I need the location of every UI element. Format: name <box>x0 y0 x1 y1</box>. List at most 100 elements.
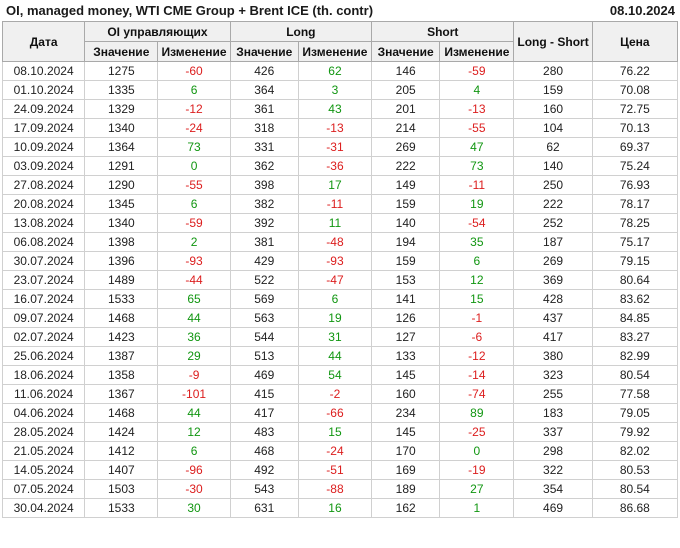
cell-long-value: 563 <box>229 308 299 328</box>
cell-short-value: 194 <box>371 232 441 252</box>
cell-oi-change: 6 <box>157 194 231 214</box>
cell-oi-change: -12 <box>157 99 231 119</box>
table-row: 20.08.2024 1345 6 382 -11 159 19 222 78.17 <box>1 194 679 214</box>
cell-date: 09.07.2024 <box>1 308 86 328</box>
cell-oi-value: 1533 <box>84 289 159 309</box>
table-row: 11.06.2024 1367 -101 415 -2 160 -74 255 77.58 <box>1 384 679 404</box>
cell-oi-change: -9 <box>157 365 231 385</box>
cell-oi-change: -59 <box>157 213 231 233</box>
cell-long-value: 426 <box>229 61 299 81</box>
cell-date: 04.06.2024 <box>1 403 86 423</box>
col-header-date: Дата <box>1 21 86 62</box>
cell-long-short: 183 <box>513 403 593 423</box>
cell-long-change: 11 <box>297 213 373 233</box>
cell-oi-change: 30 <box>157 498 231 518</box>
cell-long-short: 417 <box>513 327 593 347</box>
cell-price: 76.93 <box>591 175 679 195</box>
cell-long-value: 392 <box>229 213 299 233</box>
table-row: 06.08.2024 1398 2 381 -48 194 35 187 75.17 <box>1 232 679 252</box>
cell-price: 70.08 <box>591 80 679 100</box>
cell-long-short: 159 <box>513 80 593 100</box>
cell-price: 72.75 <box>591 99 679 119</box>
cell-short-change: -13 <box>439 99 515 119</box>
cell-short-value: 146 <box>371 61 441 81</box>
cell-long-short: 269 <box>513 251 593 271</box>
cell-short-change: -55 <box>439 118 515 138</box>
cell-oi-change: 44 <box>157 308 231 328</box>
cell-oi-value: 1468 <box>84 308 159 328</box>
col-header-short-change: Изменение <box>439 41 515 62</box>
cell-date: 24.09.2024 <box>1 99 86 119</box>
cell-long-short: 437 <box>513 308 593 328</box>
cell-long-value: 361 <box>229 99 299 119</box>
cell-date: 06.08.2024 <box>1 232 86 252</box>
table-row: 30.04.2024 1533 30 631 16 162 1 469 86.68 <box>1 498 679 518</box>
cell-oi-value: 1367 <box>84 384 159 404</box>
table-row: 07.05.2024 1503 -30 543 -88 189 27 354 80.54 <box>1 479 679 499</box>
cell-price: 80.64 <box>591 270 679 290</box>
cell-short-value: 269 <box>371 137 441 157</box>
cell-short-change: 27 <box>439 479 515 499</box>
cell-short-change: -25 <box>439 422 515 442</box>
cell-long-short: 322 <box>513 460 593 480</box>
cell-long-short: 380 <box>513 346 593 366</box>
cell-long-change: -66 <box>297 403 373 423</box>
table-row: 03.09.2024 1291 0 362 -36 222 73 140 75.24 <box>1 156 679 176</box>
table-row: 23.07.2024 1489 -44 522 -47 153 12 369 80.64 <box>1 270 679 290</box>
cell-oi-change: 73 <box>157 137 231 157</box>
cell-price: 80.53 <box>591 460 679 480</box>
cell-oi-value: 1275 <box>84 61 159 81</box>
cell-long-value: 398 <box>229 175 299 195</box>
cell-price: 80.54 <box>591 365 679 385</box>
cell-oi-value: 1358 <box>84 365 159 385</box>
cell-date: 10.09.2024 <box>1 137 86 157</box>
cell-price: 83.62 <box>591 289 679 309</box>
cell-price: 70.13 <box>591 118 679 138</box>
cell-price: 83.27 <box>591 327 679 347</box>
page-title: OI, managed money, WTI CME Group + Brent… <box>6 3 374 18</box>
cell-date: 08.10.2024 <box>1 61 86 81</box>
cell-long-value: 362 <box>229 156 299 176</box>
cell-oi-value: 1503 <box>84 479 159 499</box>
cell-oi-change: -101 <box>157 384 231 404</box>
cell-short-value: 162 <box>371 498 441 518</box>
cell-long-short: 298 <box>513 441 593 461</box>
cell-short-value: 145 <box>371 422 441 442</box>
cell-long-change: 17 <box>297 175 373 195</box>
cell-date: 30.07.2024 <box>1 251 86 271</box>
cell-long-value: 429 <box>229 251 299 271</box>
cell-long-change: -36 <box>297 156 373 176</box>
cell-long-change: 15 <box>297 422 373 442</box>
cell-long-short: 104 <box>513 118 593 138</box>
cell-short-change: 35 <box>439 232 515 252</box>
cell-long-short: 255 <box>513 384 593 404</box>
cell-long-short: 160 <box>513 99 593 119</box>
cell-long-change: -13 <box>297 118 373 138</box>
cell-price: 75.17 <box>591 232 679 252</box>
cell-short-change: 89 <box>439 403 515 423</box>
cell-long-value: 381 <box>229 232 299 252</box>
cell-price: 79.15 <box>591 251 679 271</box>
cell-long-short: 140 <box>513 156 593 176</box>
cell-short-value: 133 <box>371 346 441 366</box>
cell-oi-value: 1329 <box>84 99 159 119</box>
cell-oi-change: 12 <box>157 422 231 442</box>
cell-date: 13.08.2024 <box>1 213 86 233</box>
cell-short-value: 189 <box>371 479 441 499</box>
table-row: 04.06.2024 1468 44 417 -66 234 89 183 79.05 <box>1 403 679 423</box>
cell-long-change: 54 <box>297 365 373 385</box>
table-row: 09.07.2024 1468 44 563 19 126 -1 437 84.85 <box>1 308 679 328</box>
cell-long-change: 19 <box>297 308 373 328</box>
cell-long-short: 369 <box>513 270 593 290</box>
cell-date: 30.04.2024 <box>1 498 86 518</box>
cell-date: 14.05.2024 <box>1 460 86 480</box>
cell-short-change: -54 <box>439 213 515 233</box>
cell-price: 80.54 <box>591 479 679 499</box>
cell-long-value: 415 <box>229 384 299 404</box>
cell-long-change: -11 <box>297 194 373 214</box>
cell-oi-change: -24 <box>157 118 231 138</box>
cell-short-value: 170 <box>371 441 441 461</box>
cell-long-value: 382 <box>229 194 299 214</box>
cell-long-short: 323 <box>513 365 593 385</box>
table-row: 18.06.2024 1358 -9 469 54 145 -14 323 80.54 <box>1 365 679 385</box>
